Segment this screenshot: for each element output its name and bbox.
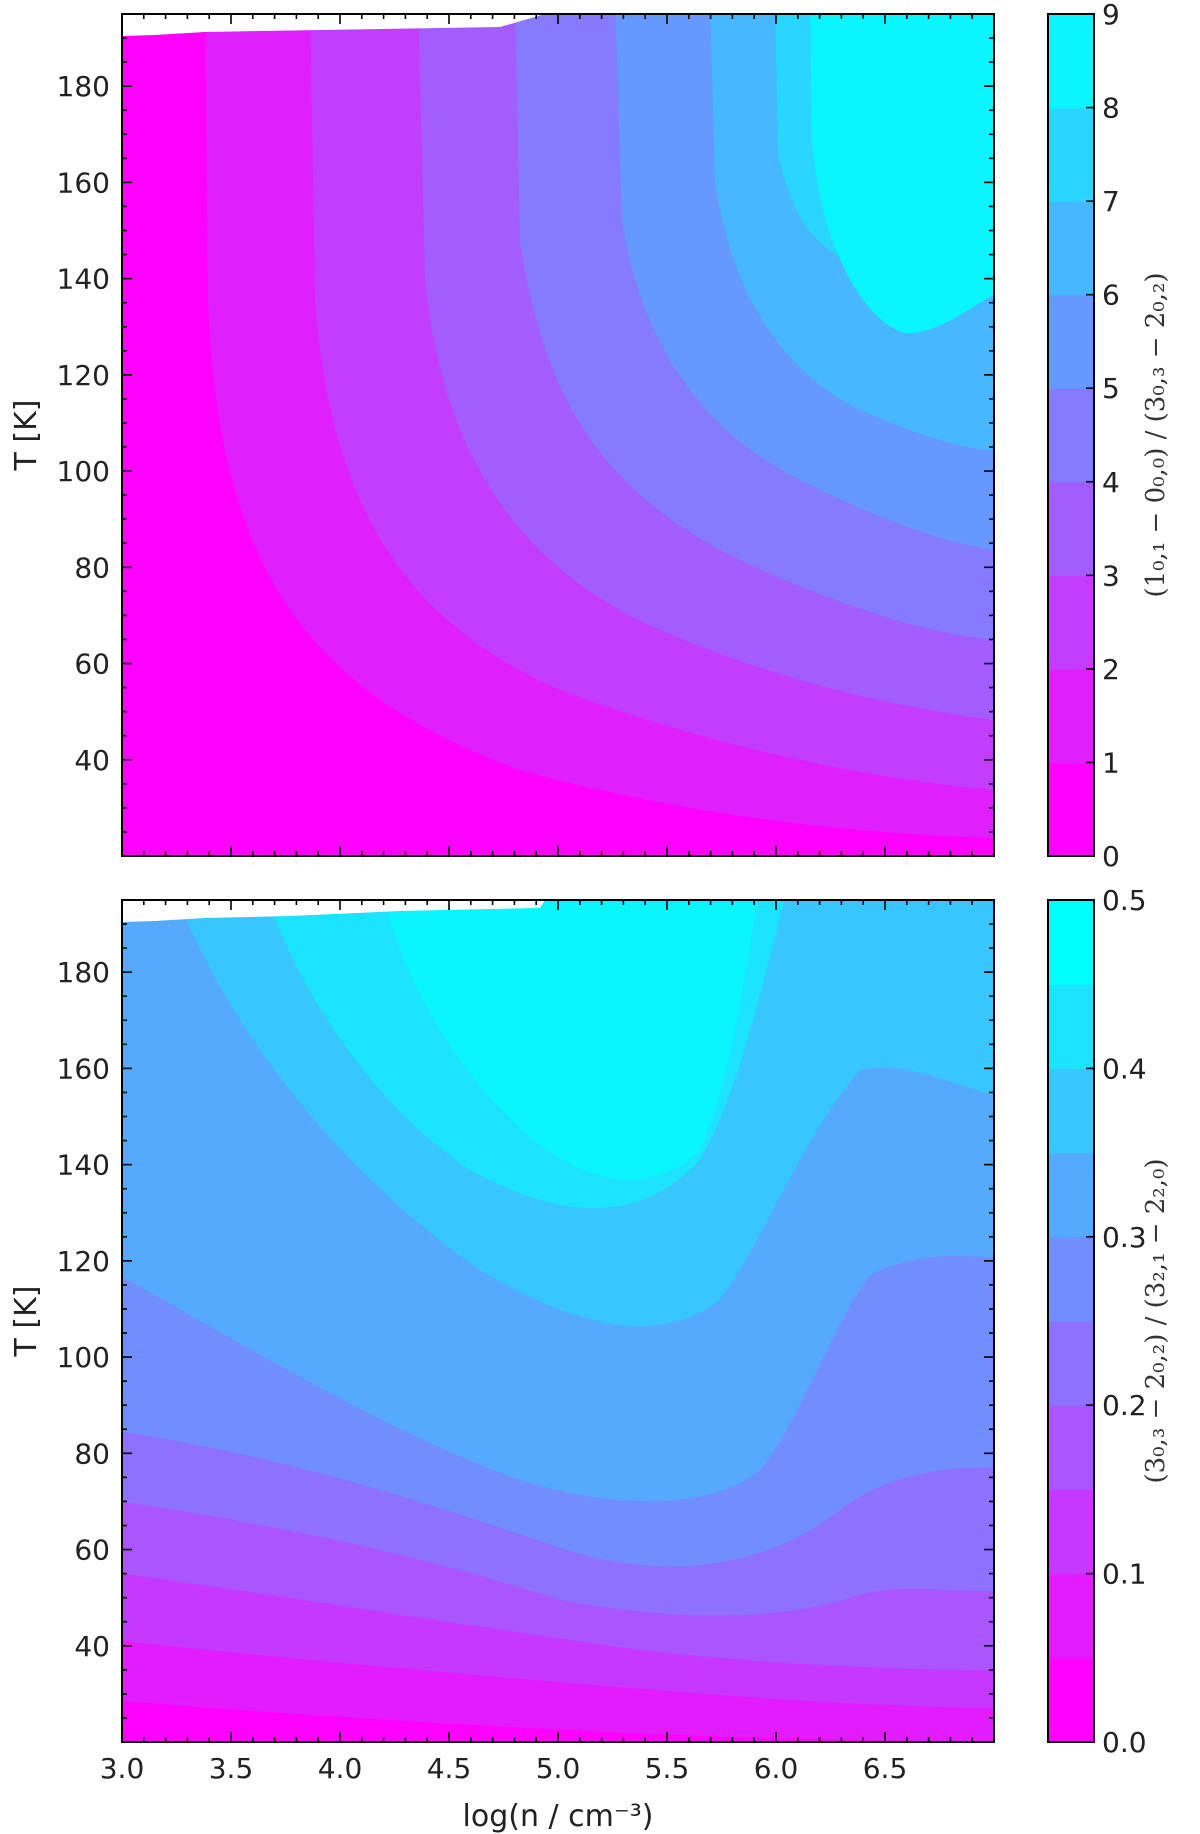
top-y-tick-label: 40 (74, 744, 110, 777)
bottom-colorbar-band (1048, 1573, 1094, 1659)
top-colorbar-tick-label: 5 (1102, 372, 1120, 405)
top-y-ticks: 40 60 80 100 120 140 160 180 (57, 13, 994, 857)
top-colorbar-band (1048, 668, 1094, 764)
bottom-colorbar-tick-label: 0.0 (1102, 1726, 1147, 1759)
bottom-colorbar-band (1048, 1657, 1094, 1743)
bottom-blank-region (122, 900, 545, 922)
bottom-colorbar-tick-label: 0.1 (1102, 1558, 1147, 1591)
bottom-colorbar-band (1048, 1321, 1094, 1406)
top-colorbar-band (1048, 107, 1094, 202)
top-colorbar-band (1048, 762, 1094, 857)
top-panel: 40 60 80 100 120 140 160 180 T [K] 0 1 2 3 4 5 6 7 8 9 (… (9, 0, 1171, 873)
bottom-colorbar-band (1048, 1152, 1094, 1238)
bottom-y-ticks: 40 60 80 100 120 140 160 180 (57, 899, 994, 1743)
top-colorbar-band (1048, 388, 1094, 483)
top-colorbar-band (1048, 201, 1094, 296)
bottom-colorbar-tick-label: 0.2 (1102, 1389, 1147, 1422)
bottom-y-tick-label: 60 (74, 1534, 110, 1567)
top-y-tick-label: 100 (57, 455, 110, 488)
bottom-x-ticks: 3.0 3.5 4.0 4.5 5.0 5.5 6.0 6.5 (100, 900, 995, 1785)
top-colorbar-frame (1047, 13, 1095, 857)
top-colorbar-tick-label: 0 (1102, 840, 1120, 873)
bottom-x-tick-label: 4.5 (427, 1752, 472, 1785)
top-colorbar-tick-label: 2 (1102, 653, 1120, 686)
top-band-8 (810, 14, 994, 334)
bottom-colorbar-frame (1047, 899, 1095, 1743)
top-colorbar-tick-label: 7 (1102, 185, 1120, 218)
bottom-contour-fills (122, 900, 994, 1742)
bottom-x-tick-label: 5.0 (536, 1752, 581, 1785)
bottom-colorbar-band (1048, 1236, 1094, 1322)
bottom-colorbar-band (1048, 1068, 1094, 1154)
top-colorbar-tick-label: 6 (1102, 279, 1120, 312)
bottom-y-tick-label: 80 (74, 1437, 110, 1470)
bottom-band-9 (384, 900, 757, 1180)
top-contour-fills (122, 14, 994, 856)
top-y-tick-label: 180 (57, 70, 110, 103)
top-colorbar-tick-label: 4 (1102, 466, 1120, 499)
bottom-x-tick-label: 3.5 (209, 1752, 254, 1785)
bottom-x-axis-label: log(n / cm⁻³) (463, 1799, 654, 1834)
top-colorbar-band (1048, 575, 1094, 670)
bottom-y-tick-label: 160 (57, 1052, 110, 1085)
bottom-colorbar-band (1048, 1489, 1094, 1575)
top-y-tick-label: 60 (74, 648, 110, 681)
bottom-colorbar-label: (3₀,₃ − 2₀,₂) / (3₂,₁ − 2₂,₀) (1141, 1158, 1171, 1483)
top-colorbar-tick-label: 8 (1102, 92, 1120, 125)
top-colorbar-tick-label: 3 (1102, 559, 1120, 592)
top-colorbar-band (1048, 294, 1094, 389)
top-y-tick-label: 140 (57, 263, 110, 296)
bottom-y-tick-label: 120 (57, 1245, 110, 1278)
bottom-colorbar-band (1048, 1405, 1094, 1490)
bottom-y-tick-label: 140 (57, 1149, 110, 1182)
bottom-y-tick-label: 180 (57, 956, 110, 989)
bottom-colorbar: 0.0 0.1 0.2 0.3 0.4 0.5 (3₀,₃ − 2₀,₂) / (3₂,₁… (1047, 884, 1171, 1759)
bottom-colorbar-tick-label: 0.5 (1102, 884, 1147, 917)
top-colorbar-label: (1₀,₁ − 0₀,₀) / (3₀,₃ − 2₀,₂) (1141, 272, 1171, 597)
bottom-x-tick-label: 4.0 (318, 1752, 363, 1785)
bottom-x-tick-label: 3.0 (100, 1752, 145, 1785)
bottom-x-tick-label: 6.5 (863, 1752, 908, 1785)
top-colorbar-band (1048, 14, 1094, 109)
top-colorbar-tick-label: 1 (1102, 746, 1120, 779)
top-y-axis-label: T [K] (9, 400, 44, 472)
bottom-colorbar-band (1048, 900, 1094, 985)
top-colorbar-tick-label: 9 (1102, 0, 1120, 31)
bottom-panel: 3.0 3.5 4.0 4.5 5.0 5.5 6.0 6.5 40 60 80 100 120 140… (9, 884, 1171, 1834)
bottom-y-tick-label: 100 (57, 1341, 110, 1374)
bottom-x-tick-label: 6.0 (754, 1752, 799, 1785)
top-x-ticks (121, 14, 995, 856)
bottom-colorbar-tick-label: 0.3 (1102, 1221, 1147, 1254)
bottom-x-tick-label: 5.5 (645, 1752, 690, 1785)
top-y-tick-label: 80 (74, 551, 110, 584)
top-colorbar: 0 1 2 3 4 5 6 7 8 9 (1₀,₁ − 0₀,₀) / (3₀,₃ − 2₀,₂) (1047, 0, 1171, 873)
bottom-colorbar-band (1048, 984, 1094, 1069)
top-y-tick-label: 120 (57, 359, 110, 392)
top-y-tick-label: 160 (57, 166, 110, 199)
bottom-y-axis-label: T [K] (9, 1286, 44, 1358)
top-colorbar-band (1048, 481, 1094, 576)
bottom-y-tick-label: 40 (74, 1630, 110, 1663)
bottom-colorbar-tick-label: 0.4 (1102, 1052, 1147, 1085)
